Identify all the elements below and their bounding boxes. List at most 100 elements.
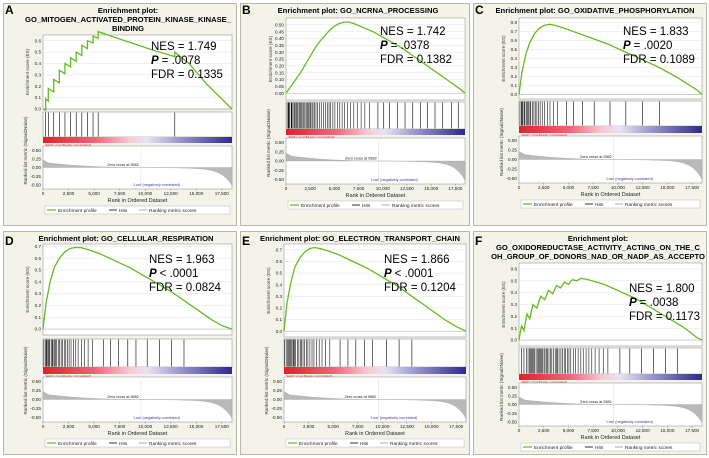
hits-area <box>283 338 467 368</box>
legend-hits-label: Hits <box>360 441 369 447</box>
legend-ranking-label: Ranking metric scores <box>625 202 673 208</box>
metric-y-axis-label: Ranked list metric (Signal2Noise) <box>23 346 28 414</box>
p-value: P = .0038 <box>629 297 678 309</box>
y-tick-label: 0.05 <box>275 84 284 89</box>
legend-profile-label: Enrichment profile <box>58 441 97 447</box>
legend-ranking-label: Ranking metric scores <box>149 441 197 447</box>
y-tick-label: 0.50 <box>275 22 284 27</box>
y-tick-label: 0.3 <box>511 65 518 70</box>
y-tick-label: 0.1 <box>35 315 42 320</box>
x-tick-label: 5,000 <box>563 428 575 433</box>
es-y-axis-label: Enrichment score (ES) <box>25 266 30 313</box>
y-tick-label: 0.2 <box>35 84 42 89</box>
x-axis-label: Rank in Ordered Dataset <box>581 435 641 441</box>
x-tick-label: 15,000 <box>189 424 203 429</box>
ranking-metric-area <box>518 150 703 180</box>
fdr-value: FDR = 0.1382 <box>380 54 452 66</box>
zero-cross-label: Zero cross at 9582 <box>345 157 377 161</box>
low-label: 'Low' (negatively correlated) <box>606 177 654 181</box>
x-tick-label: 10,000 <box>611 185 625 190</box>
metric-area: 0.50 0.25 0.00 -0.25 -0.50 Zero cross at 9582… <box>23 346 233 423</box>
x-tick-label: 2,500 <box>63 191 75 196</box>
x-tick-label: 15,000 <box>189 191 203 196</box>
panel-b: B Enrichment plot: GO_NCRNA_PROCESSING 0… <box>240 3 470 226</box>
nes-value: NES = 1.742 <box>380 26 446 38</box>
legend-box <box>285 438 465 448</box>
x-tick-label: 15,000 <box>660 428 674 433</box>
x-tick-label: 17,500 <box>685 428 699 433</box>
stats-box: NES = 1.800 P = .0038 FDR = 0.1173 <box>629 283 700 323</box>
x-tick-label: 17,500 <box>448 186 462 191</box>
es-plot-frame <box>42 243 233 336</box>
nes-value: NES = 1.800 <box>629 283 695 295</box>
ranking-metric-area <box>518 396 703 424</box>
fdr-value: FDR = 0.1335 <box>151 69 223 81</box>
x-tick-label: 2,500 <box>63 424 75 429</box>
metric-tick-label: 0.00 <box>273 397 282 402</box>
metric-y-axis-label: Ranked list metric (Signal2Noise) <box>266 109 271 177</box>
y-tick-label: 0.4 <box>276 282 283 287</box>
colorbar: 'High' (positively correlated) <box>43 137 232 148</box>
metric-area: 0.50 0.25 0.00 -0.25 -0.50 Zero cross at 9582… <box>264 346 467 423</box>
metric-area: 0.50 0.25 0.00 -0.25 -0.50 Zero cross at 9582… <box>499 108 703 184</box>
metric-area: 0.50 0.25 0.00 -0.25 -0.50 Zero cross at 9582… <box>499 353 703 427</box>
x-axis: 0 2,500 5,000 7,500 10,000 12,500 15,000 17,500… <box>285 184 463 199</box>
hits-area <box>42 338 233 368</box>
legend-box <box>520 199 701 209</box>
colorbar-gradient <box>519 374 702 380</box>
metric-tick-label: 0.00 <box>508 157 517 162</box>
metric-tick-label: 0.00 <box>275 159 284 164</box>
x-tick-label: 5,000 <box>327 424 339 429</box>
p-number: = .0078 <box>162 55 201 67</box>
x-tick-label: 5,000 <box>88 191 100 196</box>
y-tick-label: 0.1 <box>276 317 283 322</box>
x-tick-label: 7,500 <box>587 428 599 433</box>
legend-profile-label: Enrichment profile <box>534 445 573 451</box>
x-axis-label: Rank in Ordered Dataset <box>345 431 405 437</box>
x-tick-label: 17,500 <box>685 185 699 190</box>
x-axis-label: Rank in Ordered Dataset <box>108 431 168 437</box>
hits-frame <box>283 338 467 368</box>
hits-frame <box>42 338 233 368</box>
legend-hits-label: Hits <box>119 208 128 214</box>
x-tick-label: 12,500 <box>400 186 414 191</box>
x-tick-label: 5,000 <box>88 424 100 429</box>
y-tick-label: 0.3 <box>511 302 518 307</box>
y-tick-label: 0.00 <box>275 91 284 96</box>
metric-tick-label: 0.25 <box>508 148 517 153</box>
x-tick-label: 10,000 <box>376 186 390 191</box>
panel-c: C Enrichment plot: GO_OXIDATIVE_PHOSPHOR… <box>473 3 707 226</box>
p-value: P = .0078 <box>151 55 200 67</box>
metric-tick-label: 0.25 <box>275 149 284 154</box>
x-tick-label: 2,500 <box>304 186 316 191</box>
y-tick-label: 0.6 <box>35 256 42 261</box>
p-value: P < .0001 <box>384 268 433 280</box>
metric-tick-label: 0.25 <box>508 393 517 398</box>
es-area: 0.0 0.1 0.2 0.3 0.4 0.5 0.6 0.7 Enrichment score… <box>25 243 233 336</box>
y-tick-label: 0.0 <box>35 327 42 332</box>
stats-box: NES = 1.749 P = .0078 FDR = 0.1335 <box>151 41 223 81</box>
low-label: 'Low' (negatively correlated) <box>133 183 181 187</box>
es-y-axis-label: Enrichment score (ES) <box>266 267 271 314</box>
x-tick-label: 7,500 <box>352 424 364 429</box>
metric-y-axis-label: Ranked list metric (Signal2Noise) <box>499 108 504 176</box>
x-tick-label: 0 <box>518 185 521 190</box>
p-value: P = .0378 <box>380 40 429 52</box>
legend-box <box>44 438 231 448</box>
low-label: 'Low' (negatively correlated) <box>606 420 654 424</box>
metric-tick-label: -0.25 <box>272 406 283 411</box>
metric-y-axis-label: Ranked list metric (Signal2Noise) <box>499 353 504 421</box>
metric-tick-label: -0.50 <box>507 176 518 181</box>
y-tick-label: 0.0 <box>511 338 518 343</box>
y-tick-label: 0.3 <box>35 72 42 77</box>
x-tick-label: 15,000 <box>660 185 674 190</box>
metric-tick-label: 0.50 <box>273 379 282 384</box>
legend: Enrichment profile Hits Ranking metric sco… <box>44 205 231 215</box>
p-label: P <box>629 297 637 309</box>
nes-value: NES = 1.866 <box>384 254 450 266</box>
y-tick-label: 0.3 <box>35 291 42 296</box>
enrichment-profile-line <box>42 30 233 112</box>
p-value: P = .0020 <box>623 40 672 52</box>
enrichment-profile-line <box>42 246 233 330</box>
